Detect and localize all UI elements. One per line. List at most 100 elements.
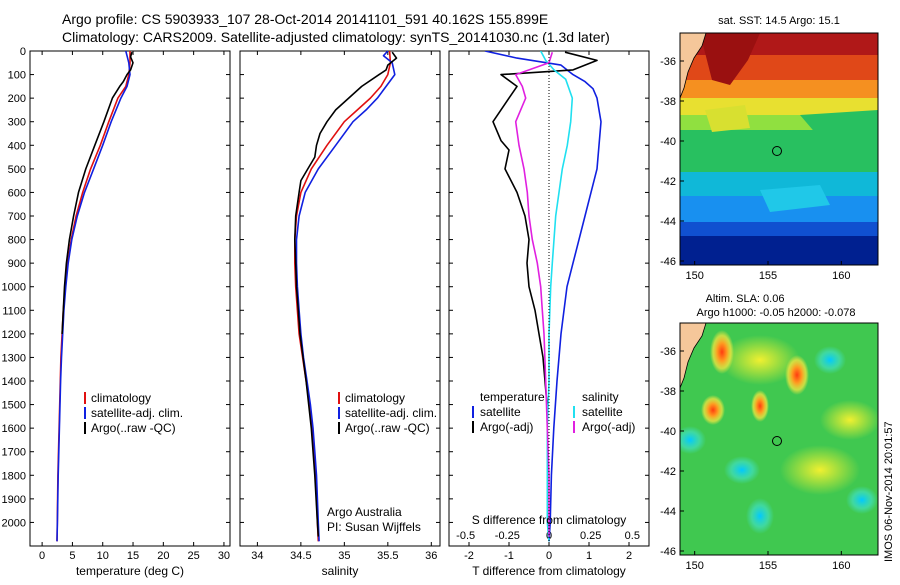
salinity-panel-frame — [239, 50, 441, 547]
lat-tick-label: -42 — [660, 466, 676, 478]
series-argo-raw-qc — [293, 51, 398, 537]
sla-eddy-cool-4 — [814, 346, 846, 374]
x-tick-label: -1 — [504, 550, 514, 562]
legend-label-s-argo: Argo(-adj) — [582, 420, 635, 434]
depth-tick-label: 1200 — [2, 329, 26, 341]
series-climatology — [56, 51, 131, 542]
depth-tick-label: 1500 — [2, 400, 26, 412]
s-diff-tick-label: -0.25 — [495, 530, 520, 542]
series-t-satellite — [484, 51, 602, 542]
depth-tick-label: 600 — [8, 187, 26, 199]
t-difference-axis-label: T difference from climatology — [472, 564, 626, 578]
sla-eddy-warm-3 — [701, 395, 725, 425]
sla-land — [680, 323, 707, 389]
x-tick-label: 0 — [546, 550, 552, 562]
depth-tick-label: 2000 — [2, 517, 26, 529]
depth-tick-label: 1600 — [2, 423, 26, 435]
series-s-satellite — [539, 51, 574, 542]
depth-tick-label: 1800 — [2, 470, 26, 482]
x-tick-label: 0 — [39, 550, 45, 562]
series-s-argo-adj — [514, 51, 554, 537]
argo-float-marker — [772, 436, 782, 446]
depth-tick-label: 1000 — [2, 282, 26, 294]
s-diff-tick-label: -0.5 — [456, 530, 475, 542]
sla-heatmap — [680, 323, 878, 555]
legend-label-satellite: satellite-adj. clim. — [91, 406, 183, 420]
sst-map-frame — [679, 32, 879, 266]
legend-heading-temperature: temperature — [480, 390, 545, 404]
depth-tick-label: 1400 — [2, 376, 26, 388]
sla-eddy-cool-1 — [680, 426, 706, 454]
curve-group — [484, 51, 602, 542]
temperature-axis-label: temperature (deg C) — [76, 564, 184, 578]
annotation-pi: PI: Susan Wijffels — [327, 520, 421, 534]
legend-label-argo: Argo(..raw -QC) — [345, 421, 430, 435]
x-tick-label: 35.5 — [377, 550, 398, 562]
lat-tick-label: -46 — [660, 546, 676, 558]
sla-eddy-cool-2 — [724, 456, 760, 484]
legend-label-argo: Argo(..raw -QC) — [91, 421, 176, 435]
s-diff-tick-label: 0.5 — [625, 530, 640, 542]
legend-heading-salinity: salinity — [582, 390, 619, 404]
x-tick-label: 34 — [251, 550, 263, 562]
depth-tick-label: 1900 — [2, 494, 26, 506]
x-tick-label: 10 — [97, 550, 109, 562]
x-tick-label: 25 — [188, 550, 200, 562]
s-diff-tick-label: 0.25 — [580, 530, 601, 542]
depth-tick-label: 100 — [8, 70, 26, 82]
x-tick-label: 15 — [127, 550, 139, 562]
sst-map-title: sat. SST: 14.5 Argo: 15.1 — [718, 15, 840, 27]
sst-band-navy — [680, 236, 878, 265]
legend-label-t-argo: Argo(-adj) — [480, 420, 533, 434]
x-tick-label: -2 — [464, 550, 474, 562]
sst-heatmap — [680, 33, 878, 265]
series-satellite-adj-clim — [56, 51, 131, 542]
legend-label-climatology: climatology — [91, 391, 151, 405]
temperature-panel-frame — [29, 50, 231, 547]
temperature-legend: climatology satellite-adj. clim. Argo(..… — [84, 391, 183, 435]
lon-tick-label: 150 — [685, 270, 703, 282]
x-tick-label: 36 — [425, 550, 437, 562]
series-satellite-adj-clim — [295, 51, 396, 542]
series-argo-raw-qc — [61, 52, 134, 334]
sla-eddy-warm-1 — [710, 330, 734, 374]
curve-group — [56, 51, 134, 542]
lon-tick-label: 155 — [759, 560, 777, 572]
depth-tick-label: 0 — [20, 46, 26, 58]
lon-tick-label: 160 — [832, 560, 850, 572]
series-climatology — [293, 51, 392, 542]
lat-tick-label: -36 — [660, 346, 676, 358]
legend-label-satellite: satellite-adj. clim. — [345, 406, 437, 420]
lat-tick-label: -42 — [660, 176, 676, 188]
depth-tick-label: 300 — [8, 117, 26, 129]
x-tick-label: 34.5 — [290, 550, 311, 562]
sst-warm-tongue — [700, 33, 760, 85]
sla-map-title-line-1: Altim. SLA: 0.06 — [706, 293, 785, 305]
x-tick-label: 2 — [626, 550, 632, 562]
sla-map-frame — [679, 322, 879, 556]
depth-tick-label: 1100 — [2, 305, 26, 317]
lon-tick-label: 150 — [685, 560, 703, 572]
sla-eddy-yellow-2 — [780, 445, 860, 495]
lon-tick-label: 155 — [759, 270, 777, 282]
x-tick-label: 1 — [586, 550, 592, 562]
salinity-legend: climatology satellite-adj. clim. Argo(..… — [338, 391, 437, 435]
depth-tick-label: 700 — [8, 211, 26, 223]
depth-tick-label: 1700 — [2, 447, 26, 459]
sla-eddy-yellow-3 — [820, 400, 878, 440]
header-line-1: Argo profile: CS 5903933_107 28-Oct-2014… — [62, 11, 548, 27]
s-difference-axis-label: S difference from climatology — [472, 513, 627, 527]
lat-tick-label: -44 — [660, 506, 676, 518]
salinity-axis-label: salinity — [322, 564, 359, 578]
series-t-argo-adj — [492, 51, 598, 405]
sla-map-title-line-2: Argo h1000: -0.05 h2000: -0.078 — [696, 307, 855, 319]
depth-tick-label: 500 — [8, 164, 26, 176]
x-tick-label: 5 — [69, 550, 75, 562]
sla-eddy-warm-2 — [785, 355, 809, 395]
legend-label-t-satellite: satellite — [480, 405, 521, 419]
sst-yellow-patch — [705, 105, 750, 132]
legend-label-climatology: climatology — [345, 391, 405, 405]
difference-legend-temperature: temperature satellite Argo(-adj) — [472, 390, 545, 434]
lat-tick-label: -40 — [660, 426, 676, 438]
